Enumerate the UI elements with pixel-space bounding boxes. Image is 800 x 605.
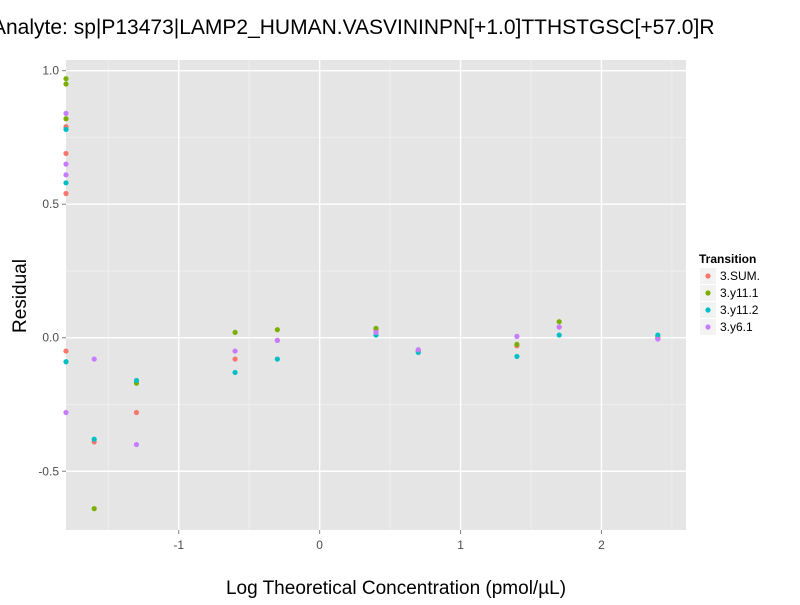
data-point <box>63 110 69 117</box>
data-point <box>556 319 562 325</box>
data-point <box>63 116 69 122</box>
data-point <box>133 409 140 416</box>
data-point <box>91 356 97 362</box>
data-point <box>415 347 421 353</box>
data-point <box>274 327 280 333</box>
y-tick-label: -0.5 <box>38 464 59 478</box>
data-point <box>556 332 562 338</box>
data-point <box>133 441 140 448</box>
data-point <box>655 336 661 342</box>
data-point <box>232 329 238 335</box>
data-point <box>514 333 520 339</box>
data-point <box>63 76 69 82</box>
data-points <box>63 76 661 512</box>
x-tick-label: 0 <box>316 538 323 552</box>
data-point <box>133 377 140 384</box>
x-tick-label: 2 <box>598 538 605 552</box>
y-tick-label: 0.0 <box>42 331 59 345</box>
data-point <box>63 190 69 197</box>
data-point <box>63 150 69 157</box>
data-point <box>63 348 69 354</box>
data-point <box>274 337 280 343</box>
legend-label: 3.SUM. <box>720 269 760 283</box>
data-point <box>63 81 69 87</box>
data-point <box>63 161 69 167</box>
y-tick-label: 1.0 <box>42 64 59 78</box>
data-point <box>514 341 520 348</box>
chart-title: Analyte: sp|P13473|LAMP2_HUMAN.VASVININP… <box>0 16 714 39</box>
y-tick-label: 0.5 <box>42 197 59 211</box>
legend-label: 3.y11.1 <box>720 286 759 300</box>
legend-label: 3.y6.1 <box>720 320 753 334</box>
grid <box>66 60 686 530</box>
x-tick-label: 1 <box>457 538 464 552</box>
data-point <box>91 506 97 512</box>
data-point <box>63 180 69 186</box>
data-point <box>63 409 69 416</box>
axes: -1 0 1 2 -0.5 0.0 0.5 1.0 <box>38 64 605 552</box>
data-point <box>514 353 520 360</box>
data-point <box>63 126 69 133</box>
data-point <box>655 332 661 338</box>
legend-marker <box>705 307 711 313</box>
legend-items: 3.SUM. 3.y11.1 3.y11.2 3.y6.1 <box>700 268 760 335</box>
data-point <box>232 369 238 376</box>
data-point <box>63 359 69 365</box>
data-point <box>274 356 280 362</box>
legend-marker <box>705 273 711 279</box>
x-axis-title: Log Theoretical Concentration (pmol/µL) <box>226 578 566 599</box>
data-point <box>91 436 97 442</box>
legend-title: Transition <box>699 252 756 266</box>
legend-label: 3.y11.2 <box>720 303 759 317</box>
data-point <box>63 172 69 178</box>
data-point <box>373 329 379 335</box>
legend: Transition 3.SUM. 3.y11.1 3.y11.2 3.y6.1 <box>699 252 760 335</box>
data-point <box>232 348 238 354</box>
data-point <box>232 356 238 362</box>
legend-marker <box>705 324 711 330</box>
legend-marker <box>705 290 711 296</box>
x-tick-label: -1 <box>173 538 184 552</box>
y-axis-title: Residual <box>10 259 31 333</box>
data-point <box>373 325 379 331</box>
data-point <box>556 324 562 330</box>
plot-panel <box>66 60 686 530</box>
